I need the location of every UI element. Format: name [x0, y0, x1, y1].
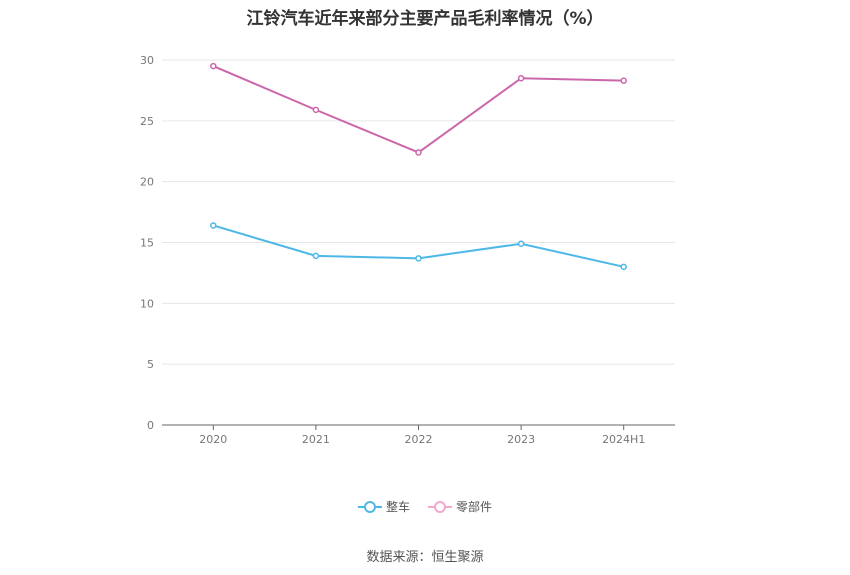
point-零部件-2021 — [312, 106, 320, 114]
x-tick-label-2023: 2023 — [507, 433, 535, 446]
y-tick-label-20: 20 — [140, 176, 154, 189]
legend-label-零部件: 零部件 — [456, 500, 493, 514]
y-tick-label-30: 30 — [140, 54, 154, 67]
legend-item-零部件[interactable]: 零部件 — [428, 498, 492, 515]
point-零部件-2024H1 — [620, 77, 627, 84]
x-tick-label-2024H1: 2024H1 — [602, 433, 645, 446]
line-chart: 0 5 10 15 20 25 30 2020 2021 2022 2023 2024H1 — [140, 54, 675, 446]
x-tick-label-2020: 2020 — [199, 433, 227, 446]
y-tick-label-0: 0 — [147, 419, 154, 432]
point-零部件-2022 — [415, 149, 422, 156]
chart-title: 江铃汽车近年来部分主要产品毛利率情况（%） — [246, 9, 604, 29]
point-整车-2024H1 — [620, 263, 627, 271]
legend-swatch-零部件 — [428, 500, 452, 513]
legend-label-整车: 整车 — [385, 500, 410, 514]
y-tick-label-10: 10 — [140, 297, 154, 310]
source-note: 数据来源：恒生聚源 — [366, 550, 484, 565]
series-line-零部件 — [212, 65, 624, 154]
legend: 整车 零部件 — [0, 498, 850, 515]
legend-swatch-整车 — [357, 500, 382, 513]
point-整车-2021 — [312, 252, 320, 260]
x-tick-label-2022: 2022 — [405, 433, 433, 446]
y-tick-label-25: 25 — [140, 115, 154, 128]
point-零部件-2023 — [517, 75, 525, 82]
point-整车-2022 — [415, 255, 422, 262]
point-整车-2023 — [517, 240, 525, 247]
legend-item-整车[interactable]: 整车 — [357, 498, 410, 515]
x-tick-label-2021: 2021 — [302, 433, 330, 446]
y-tick-label-5: 5 — [147, 358, 154, 371]
point-整车-2020 — [210, 222, 217, 229]
y-tick-label-15: 15 — [140, 237, 154, 250]
point-零部件-2020 — [210, 62, 217, 70]
